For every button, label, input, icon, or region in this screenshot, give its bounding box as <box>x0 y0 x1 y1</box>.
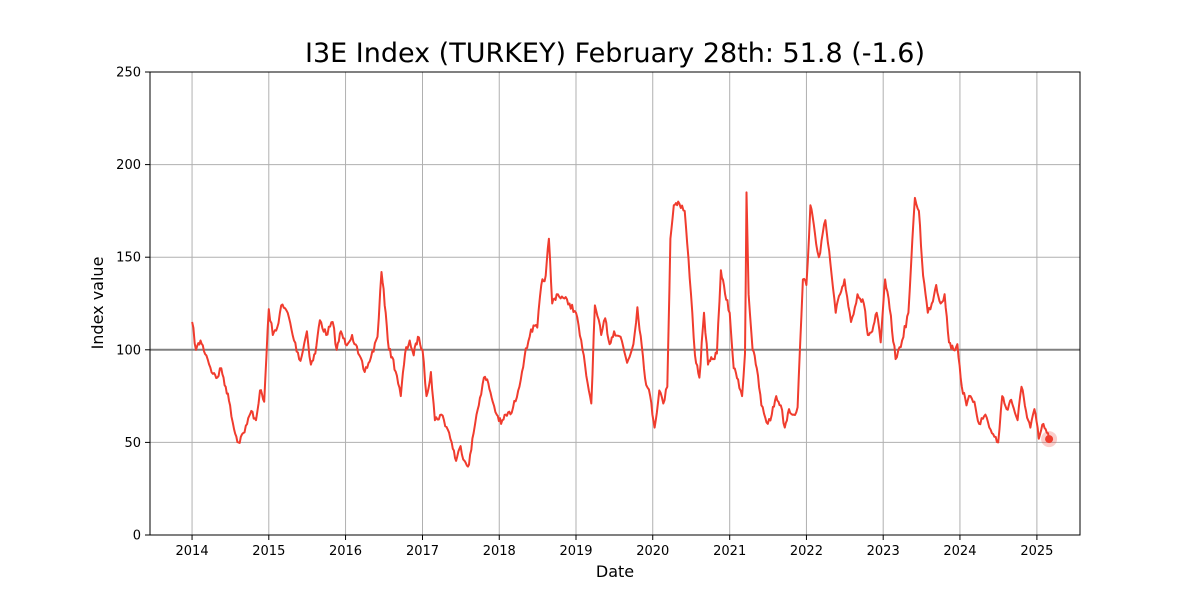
y-tick-label: 50 <box>124 436 141 451</box>
x-tick-label: 2024 <box>943 544 976 559</box>
x-tick-label: 2020 <box>636 544 669 559</box>
x-tick-label: 2022 <box>790 544 823 559</box>
x-tick-label: 2015 <box>252 544 285 559</box>
y-tick-label: 250 <box>116 66 141 81</box>
plot-frame <box>149 71 1081 536</box>
last-point-marker <box>1045 435 1054 444</box>
x-tick-label: 2016 <box>329 544 362 559</box>
chart-title: I3E Index (TURKEY) February 28th: 51.8 (… <box>305 38 925 69</box>
x-axis-label: Date <box>596 562 634 581</box>
y-tick-label: 200 <box>116 158 141 173</box>
x-tick-label: 2023 <box>867 544 900 559</box>
x-tick-label: 2018 <box>483 544 516 559</box>
x-tick-label: 2021 <box>713 544 746 559</box>
series-line <box>191 191 1051 468</box>
x-tick-label: 2019 <box>559 544 592 559</box>
x-tick-label: 2017 <box>406 544 439 559</box>
y-axis-label: Index value <box>88 257 107 350</box>
y-tick-label: 0 <box>133 529 141 544</box>
axis-ticks: 2014 2015 2016 2017 2018 2019 2020 2021 2022 2023… <box>116 66 1053 560</box>
x-tick-label: 2025 <box>1020 544 1053 559</box>
y-tick-label: 150 <box>116 251 141 266</box>
x-tick-label: 2014 <box>176 544 209 559</box>
y-tick-label: 100 <box>116 343 141 358</box>
